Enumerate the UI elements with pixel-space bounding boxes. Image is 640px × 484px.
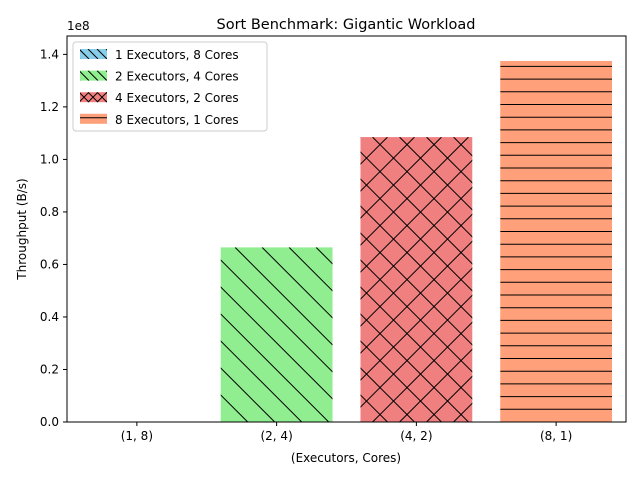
x-tick-label: (1, 8) [121, 429, 153, 443]
y-tick-label: 0.0 [40, 415, 59, 429]
y-tick-label: 0.6 [40, 257, 59, 271]
legend-swatch-hatch [80, 92, 107, 103]
y-tick-label: 0.8 [40, 205, 59, 219]
legend: 1 Executors, 8 Cores 2 Executors, 4 Cores… [72, 41, 268, 132]
legend-box [72, 41, 268, 132]
bars-layer [220, 60, 613, 422]
legend-label: 2 Executors, 4 Cores [115, 70, 239, 84]
bar-hatch [500, 65, 613, 410]
bar-fill [360, 137, 473, 422]
bar-2 [220, 247, 333, 422]
legend-item: 1 Executors, 8 Cores [80, 48, 239, 62]
y-axis-label: Throughput (B/s) [15, 178, 29, 280]
y-axis-offset-label: 1e8 [67, 19, 90, 33]
bar-fill [500, 60, 613, 422]
bar-hatch [360, 137, 473, 422]
x-tick-label: (4, 2) [400, 429, 432, 443]
legend-item: 8 Executors, 1 Cores [80, 113, 239, 127]
legend-swatch-hatch [80, 70, 107, 81]
x-axis-label: (Executors, Cores) [291, 451, 401, 465]
legend-label: 1 Executors, 8 Cores [115, 48, 239, 62]
legend-label: 4 Executors, 2 Cores [115, 91, 239, 105]
y-tick-label: 0.4 [40, 310, 59, 324]
y-tick-label: 1.4 [40, 47, 59, 61]
bar-hatch [220, 247, 333, 422]
plot-frame [66, 35, 627, 423]
bar-3 [360, 137, 473, 422]
x-tick-label: (2, 4) [260, 429, 292, 443]
bar-4 [500, 60, 613, 422]
legend-item: 4 Executors, 2 Cores [80, 91, 239, 105]
legend-item: 2 Executors, 4 Cores [80, 70, 239, 84]
x-tick-label: (8, 1) [540, 429, 572, 443]
y-tick-label: 0.2 [40, 362, 59, 376]
legend-swatch [80, 113, 107, 124]
legend-swatch-hatch [80, 49, 107, 59]
legend-label: 8 Executors, 1 Cores [115, 113, 239, 127]
y-tick-label: 1.2 [40, 100, 59, 114]
chart-title: Sort Benchmark: Gigantic Workload [217, 17, 476, 33]
y-tick-label: 1.0 [40, 152, 59, 166]
bar-fill [220, 247, 333, 422]
ticks-layer: (1, 8) (2, 4) (4, 2) (8, 1) 0.0 0.2 0.4 0.6 0.8 1… [40, 47, 572, 443]
